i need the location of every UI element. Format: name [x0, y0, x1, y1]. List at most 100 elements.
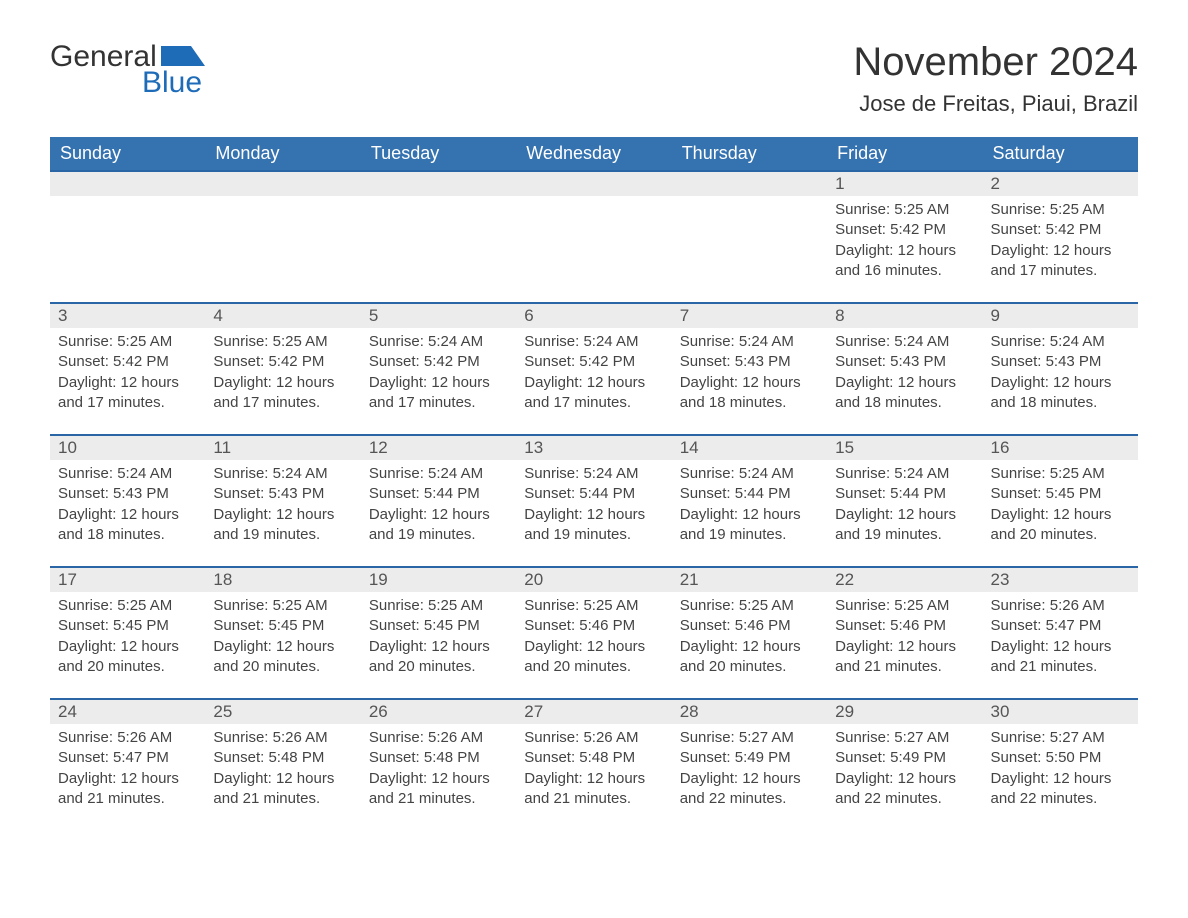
day-body: Sunrise: 5:24 AMSunset: 5:44 PMDaylight:… — [516, 460, 671, 553]
sunrise-text: Sunrise: 5:25 AM — [835, 596, 974, 616]
sunrise-text: Sunrise: 5:24 AM — [213, 464, 352, 484]
calendar-day-cell: 6Sunrise: 5:24 AMSunset: 5:42 PMDaylight… — [516, 302, 671, 434]
day-body: Sunrise: 5:25 AMSunset: 5:45 PMDaylight:… — [50, 592, 205, 685]
calendar-day-cell: 30Sunrise: 5:27 AMSunset: 5:50 PMDayligh… — [983, 698, 1138, 830]
sunrise-text: Sunrise: 5:24 AM — [369, 464, 508, 484]
sunset-text: Sunset: 5:49 PM — [835, 748, 974, 768]
daylight-text: Daylight: 12 hours and 21 minutes. — [835, 637, 974, 678]
day-body: Sunrise: 5:25 AMSunset: 5:46 PMDaylight:… — [516, 592, 671, 685]
daylight-text: Daylight: 12 hours and 20 minutes. — [213, 637, 352, 678]
calendar-day-cell: 28Sunrise: 5:27 AMSunset: 5:49 PMDayligh… — [672, 698, 827, 830]
sunset-text: Sunset: 5:45 PM — [991, 484, 1130, 504]
calendar-day-cell: 10Sunrise: 5:24 AMSunset: 5:43 PMDayligh… — [50, 434, 205, 566]
calendar-day-cell: 1Sunrise: 5:25 AMSunset: 5:42 PMDaylight… — [827, 170, 982, 302]
calendar-day-cell — [361, 170, 516, 302]
sunset-text: Sunset: 5:48 PM — [524, 748, 663, 768]
sunrise-text: Sunrise: 5:26 AM — [58, 728, 197, 748]
sunrise-text: Sunrise: 5:24 AM — [369, 332, 508, 352]
daylight-text: Daylight: 12 hours and 19 minutes. — [524, 505, 663, 546]
calendar-day-cell — [50, 170, 205, 302]
calendar-day-cell: 20Sunrise: 5:25 AMSunset: 5:46 PMDayligh… — [516, 566, 671, 698]
sunset-text: Sunset: 5:43 PM — [991, 352, 1130, 372]
day-body: Sunrise: 5:24 AMSunset: 5:44 PMDaylight:… — [672, 460, 827, 553]
calendar-day-cell: 21Sunrise: 5:25 AMSunset: 5:46 PMDayligh… — [672, 566, 827, 698]
day-number-bar — [672, 170, 827, 196]
daylight-text: Daylight: 12 hours and 20 minutes. — [680, 637, 819, 678]
calendar-day-cell: 26Sunrise: 5:26 AMSunset: 5:48 PMDayligh… — [361, 698, 516, 830]
sunrise-text: Sunrise: 5:26 AM — [991, 596, 1130, 616]
calendar-week-row: 1Sunrise: 5:25 AMSunset: 5:42 PMDaylight… — [50, 170, 1138, 302]
calendar-day-cell: 13Sunrise: 5:24 AMSunset: 5:44 PMDayligh… — [516, 434, 671, 566]
day-body: Sunrise: 5:24 AMSunset: 5:42 PMDaylight:… — [516, 328, 671, 421]
calendar-day-cell: 17Sunrise: 5:25 AMSunset: 5:45 PMDayligh… — [50, 566, 205, 698]
weekday-header-row: SundayMondayTuesdayWednesdayThursdayFrid… — [50, 137, 1138, 170]
calendar-day-cell: 15Sunrise: 5:24 AMSunset: 5:44 PMDayligh… — [827, 434, 982, 566]
day-number: 4 — [205, 302, 360, 328]
calendar-day-cell: 11Sunrise: 5:24 AMSunset: 5:43 PMDayligh… — [205, 434, 360, 566]
sunrise-text: Sunrise: 5:26 AM — [213, 728, 352, 748]
day-number: 22 — [827, 566, 982, 592]
calendar-day-cell: 22Sunrise: 5:25 AMSunset: 5:46 PMDayligh… — [827, 566, 982, 698]
day-number: 8 — [827, 302, 982, 328]
day-body: Sunrise: 5:26 AMSunset: 5:48 PMDaylight:… — [516, 724, 671, 817]
sunset-text: Sunset: 5:42 PM — [835, 220, 974, 240]
sunrise-text: Sunrise: 5:25 AM — [835, 200, 974, 220]
sunset-text: Sunset: 5:42 PM — [369, 352, 508, 372]
daylight-text: Daylight: 12 hours and 20 minutes. — [524, 637, 663, 678]
sunrise-text: Sunrise: 5:24 AM — [58, 464, 197, 484]
calendar-day-cell: 3Sunrise: 5:25 AMSunset: 5:42 PMDaylight… — [50, 302, 205, 434]
day-number: 10 — [50, 434, 205, 460]
logo-word-1: General — [50, 40, 157, 74]
sunset-text: Sunset: 5:45 PM — [213, 616, 352, 636]
day-body: Sunrise: 5:24 AMSunset: 5:43 PMDaylight:… — [983, 328, 1138, 421]
day-body: Sunrise: 5:26 AMSunset: 5:48 PMDaylight:… — [205, 724, 360, 817]
sunset-text: Sunset: 5:44 PM — [680, 484, 819, 504]
day-number: 14 — [672, 434, 827, 460]
daylight-text: Daylight: 12 hours and 16 minutes. — [835, 241, 974, 282]
sunrise-text: Sunrise: 5:25 AM — [524, 596, 663, 616]
sunrise-text: Sunrise: 5:24 AM — [835, 464, 974, 484]
weekday-header: Wednesday — [516, 137, 671, 170]
daylight-text: Daylight: 12 hours and 21 minutes. — [524, 769, 663, 810]
weekday-header: Tuesday — [361, 137, 516, 170]
sunrise-text: Sunrise: 5:27 AM — [991, 728, 1130, 748]
day-body: Sunrise: 5:25 AMSunset: 5:42 PMDaylight:… — [827, 196, 982, 289]
day-body: Sunrise: 5:26 AMSunset: 5:48 PMDaylight:… — [361, 724, 516, 817]
sunset-text: Sunset: 5:45 PM — [58, 616, 197, 636]
daylight-text: Daylight: 12 hours and 19 minutes. — [213, 505, 352, 546]
calendar-day-cell: 24Sunrise: 5:26 AMSunset: 5:47 PMDayligh… — [50, 698, 205, 830]
day-body: Sunrise: 5:24 AMSunset: 5:44 PMDaylight:… — [827, 460, 982, 553]
sunrise-text: Sunrise: 5:24 AM — [991, 332, 1130, 352]
daylight-text: Daylight: 12 hours and 18 minutes. — [991, 373, 1130, 414]
day-number: 21 — [672, 566, 827, 592]
calendar-week-row: 10Sunrise: 5:24 AMSunset: 5:43 PMDayligh… — [50, 434, 1138, 566]
calendar-day-cell: 7Sunrise: 5:24 AMSunset: 5:43 PMDaylight… — [672, 302, 827, 434]
calendar-body: 1Sunrise: 5:25 AMSunset: 5:42 PMDaylight… — [50, 170, 1138, 830]
calendar-week-row: 17Sunrise: 5:25 AMSunset: 5:45 PMDayligh… — [50, 566, 1138, 698]
day-number: 20 — [516, 566, 671, 592]
sunset-text: Sunset: 5:44 PM — [524, 484, 663, 504]
daylight-text: Daylight: 12 hours and 20 minutes. — [991, 505, 1130, 546]
daylight-text: Daylight: 12 hours and 22 minutes. — [680, 769, 819, 810]
weekday-header: Saturday — [983, 137, 1138, 170]
location: Jose de Freitas, Piaui, Brazil — [853, 91, 1138, 117]
day-number-bar — [361, 170, 516, 196]
calendar-day-cell: 16Sunrise: 5:25 AMSunset: 5:45 PMDayligh… — [983, 434, 1138, 566]
day-number: 24 — [50, 698, 205, 724]
daylight-text: Daylight: 12 hours and 21 minutes. — [991, 637, 1130, 678]
sunset-text: Sunset: 5:42 PM — [524, 352, 663, 372]
day-number-bar — [516, 170, 671, 196]
calendar-day-cell: 23Sunrise: 5:26 AMSunset: 5:47 PMDayligh… — [983, 566, 1138, 698]
daylight-text: Daylight: 12 hours and 17 minutes. — [524, 373, 663, 414]
calendar-day-cell: 8Sunrise: 5:24 AMSunset: 5:43 PMDaylight… — [827, 302, 982, 434]
day-number: 30 — [983, 698, 1138, 724]
day-number: 16 — [983, 434, 1138, 460]
day-number-bar — [50, 170, 205, 196]
day-number: 17 — [50, 566, 205, 592]
day-body: Sunrise: 5:26 AMSunset: 5:47 PMDaylight:… — [983, 592, 1138, 685]
day-number: 12 — [361, 434, 516, 460]
sunrise-text: Sunrise: 5:25 AM — [58, 332, 197, 352]
sunrise-text: Sunrise: 5:26 AM — [369, 728, 508, 748]
sunset-text: Sunset: 5:44 PM — [369, 484, 508, 504]
day-body: Sunrise: 5:25 AMSunset: 5:42 PMDaylight:… — [983, 196, 1138, 289]
